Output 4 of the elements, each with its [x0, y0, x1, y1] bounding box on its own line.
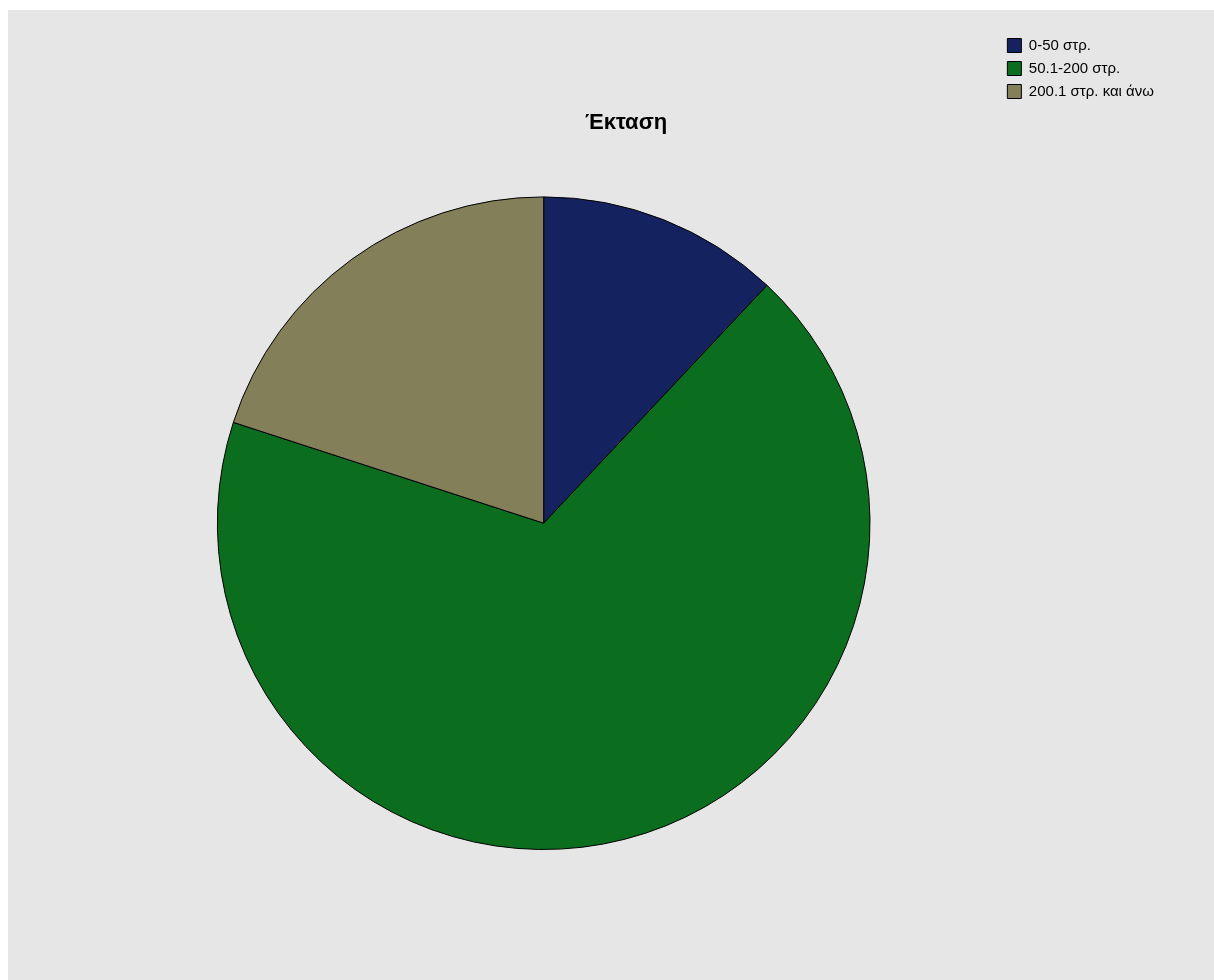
legend-label: 200.1 στρ. και άνω	[1028, 81, 1155, 99]
legend-label: 0-50 στρ.	[1028, 35, 1091, 53]
legend-label: 50.1-200 στρ.	[1028, 58, 1121, 76]
text: Έκταση	[584, 109, 668, 135]
